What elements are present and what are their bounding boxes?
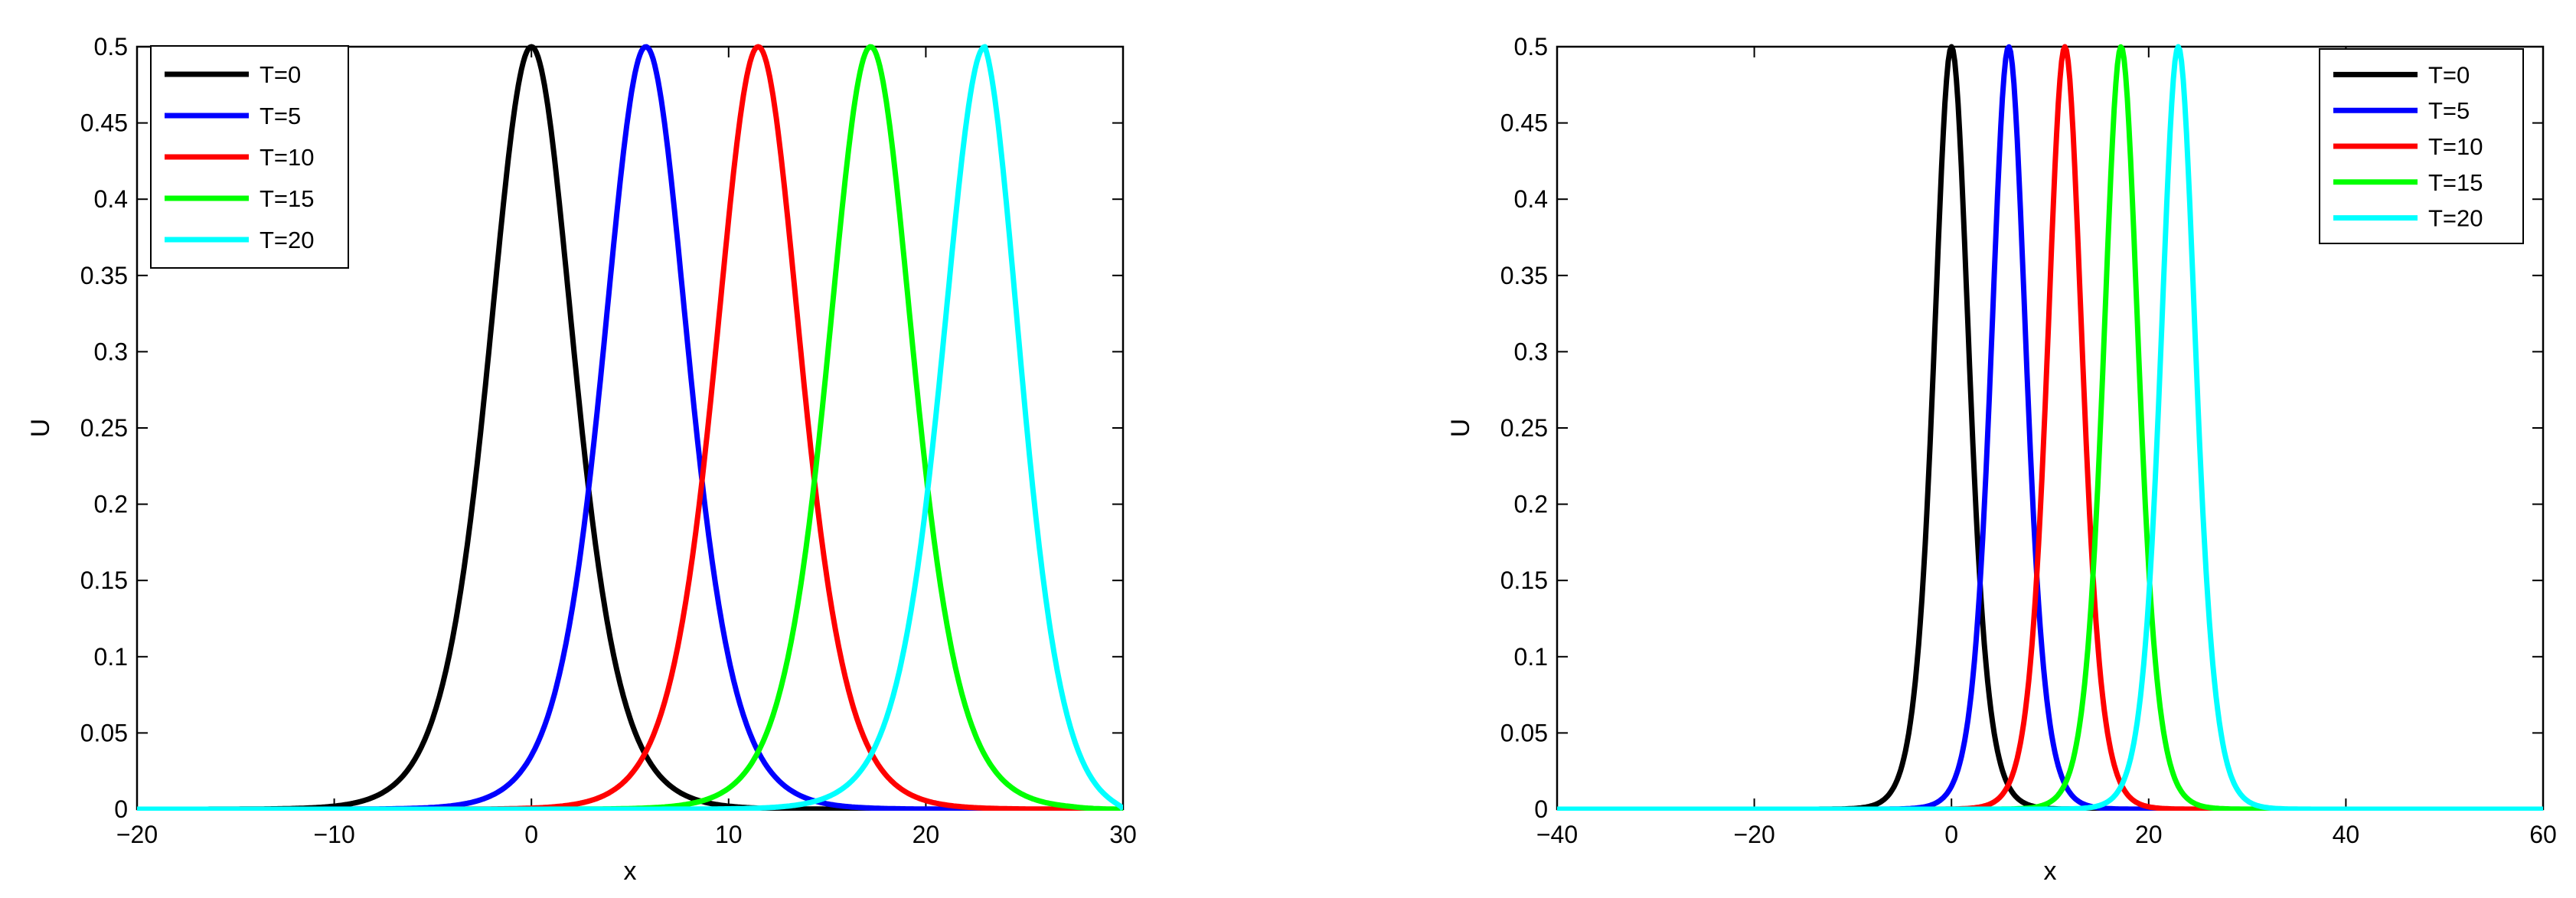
y-tick-label: 0.1	[94, 643, 128, 671]
y-tick-label: 0.3	[1514, 338, 1548, 365]
x-tick-label: 20	[913, 821, 940, 848]
x-tick-label: 10	[715, 821, 743, 848]
x-axis-label: x	[2044, 857, 2057, 886]
legend-entry: T=15	[260, 185, 315, 212]
y-tick-label: 0.3	[94, 338, 128, 365]
y-tick-label: 0.45	[80, 109, 128, 137]
y-axis-label: U	[1446, 419, 1475, 438]
y-tick-label: 0.5	[1514, 33, 1548, 60]
y-tick-label: 0	[1534, 795, 1548, 823]
x-tick-label: 20	[2135, 821, 2163, 848]
legend-entry: T=0	[260, 61, 301, 88]
x-tick-label: 30	[1109, 821, 1137, 848]
y-tick-label: 0	[114, 795, 128, 823]
y-tick-label: 0.25	[80, 414, 128, 442]
legend-entry: T=10	[2428, 133, 2483, 160]
y-tick-label: 0.15	[1500, 567, 1548, 594]
y-tick-label: 0.5	[94, 33, 128, 60]
legend: T=0 T=5 T=10 T=15 T=20	[2319, 48, 2524, 244]
y-tick-label: 0.2	[1514, 491, 1548, 518]
y-tick-label: 0.45	[1500, 109, 1548, 137]
x-tick-label: −20	[116, 821, 158, 848]
chart-2: 0 0.05 0.1 0.15 0.2 0.25 0.3 0.35 0.4 0.45 0.5 −40 −…	[1446, 33, 2557, 886]
x-tick-label: −40	[1536, 821, 1578, 848]
x-axis-label: x	[624, 857, 637, 886]
y-tick-label: 0.2	[94, 491, 128, 518]
x-tick-label: −20	[1733, 821, 1774, 848]
legend-entry: T=20	[260, 227, 315, 253]
legend-entry: T=15	[2428, 169, 2483, 196]
y-tick-label: 0.15	[80, 567, 128, 594]
legend-entry: T=5	[2428, 97, 2470, 124]
y-tick-label: 0.35	[1500, 262, 1548, 289]
x-tick-label: −10	[313, 821, 354, 848]
y-tick-label: 0.05	[80, 719, 128, 746]
y-tick-label: 0.4	[94, 185, 128, 213]
legend-entry: T=10	[260, 144, 315, 171]
series-line-t-20	[1557, 44, 2543, 811]
legend-entry: T=0	[2428, 61, 2470, 88]
chart-1: 0 0.05 0.1 0.15 0.2 0.25 0.3 0.35 0.4 0.45 0.5 −20 −…	[26, 33, 1137, 886]
x-tick-label: 0	[1944, 821, 1958, 848]
y-tick-label: 0.05	[1500, 719, 1548, 746]
y-tick-label: 0.1	[1514, 643, 1548, 671]
x-tick-label: 40	[2333, 821, 2360, 848]
x-tick-label: 60	[2529, 821, 2557, 848]
legend-entry: T=5	[260, 103, 301, 129]
y-tick-label: 0.25	[1500, 414, 1548, 442]
y-tick-label: 0.35	[80, 262, 128, 289]
legend-entry: T=20	[2428, 205, 2483, 232]
x-tick-label: 0	[524, 821, 538, 848]
legend: T=0 T=5 T=10 T=15 T=20	[150, 45, 349, 269]
y-tick-label: 0.4	[1514, 185, 1548, 213]
series-line-t-20	[137, 44, 1123, 811]
y-axis-label: U	[26, 419, 55, 438]
